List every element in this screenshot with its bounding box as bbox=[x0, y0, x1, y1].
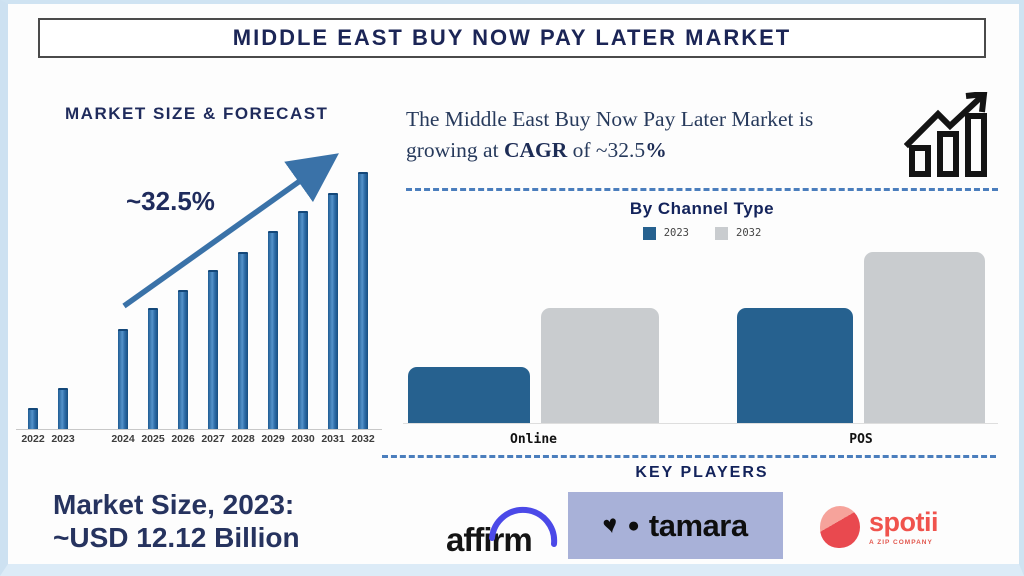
spotii-logo: spotii A ZIP COMPANY bbox=[820, 496, 960, 558]
intro-paragraph: The Middle East Buy Now Pay Later Market… bbox=[406, 104, 896, 165]
market-size-line2: ~USD 12.12 Billion bbox=[53, 522, 300, 554]
channel-bar-online-2032 bbox=[541, 308, 659, 423]
forecast-bar-slot: 2023 bbox=[48, 152, 78, 445]
channel-bar-pos-2023 bbox=[737, 308, 853, 423]
dashed-divider-bottom bbox=[382, 455, 996, 458]
forecast-bar-slot: 2022 bbox=[18, 152, 48, 445]
legend-swatch-2032 bbox=[715, 226, 728, 240]
forecast-bar-2029 bbox=[268, 231, 278, 429]
spotii-logo-text-block: spotii A ZIP COMPANY bbox=[869, 507, 939, 546]
forecast-cagr-label: ~32.5% bbox=[126, 186, 215, 216]
channel-bar-online-2023 bbox=[408, 367, 530, 423]
forecast-bar-2030 bbox=[298, 211, 308, 429]
forecast-bar-2032 bbox=[358, 172, 368, 429]
forecast-bar-slot: 2024 bbox=[108, 152, 138, 445]
forecast-bar-slot: 2025 bbox=[138, 152, 168, 445]
forecast-year-label: 2023 bbox=[51, 433, 75, 445]
forecast-bars: 2022 2023 2024 2025 2026 2027 2028 2029 2030 2031… bbox=[18, 152, 378, 445]
forecast-bar-slot: 2028 bbox=[228, 152, 258, 445]
channel-category-label-online: Online bbox=[510, 432, 557, 447]
channel-bar-pos-2032 bbox=[864, 252, 985, 423]
channel-category-label-pos: POS bbox=[849, 432, 873, 447]
legend-label-2023: 2023 bbox=[663, 227, 689, 239]
forecast-bar-2031 bbox=[328, 193, 338, 429]
legend-label-2032: 2032 bbox=[736, 227, 762, 239]
forecast-year-label: 2028 bbox=[231, 433, 255, 445]
growth-chart-icon bbox=[904, 92, 988, 177]
forecast-year-label: 2027 bbox=[201, 433, 225, 445]
tamara-logo-text: tamara bbox=[648, 507, 748, 543]
legend-item-2032: 2032 bbox=[715, 226, 762, 240]
market-size-callout: Market Size, 2023: ~USD 12.12 Billion bbox=[53, 488, 300, 554]
channel-chart: Online POS bbox=[403, 244, 998, 449]
market-size-line1: Market Size, 2023: bbox=[53, 489, 295, 520]
channel-chart-title: By Channel Type bbox=[629, 199, 775, 218]
forecast-section-heading: MARKET SIZE & FORECAST bbox=[65, 104, 329, 123]
forecast-year-label: 2022 bbox=[21, 433, 45, 445]
forecast-bar-slot: 2032 bbox=[348, 152, 378, 445]
forecast-bar-slot: 2029 bbox=[258, 152, 288, 445]
legend-swatch-2023 bbox=[642, 226, 656, 240]
forecast-gap-slot bbox=[78, 152, 108, 429]
spotii-tagline: A ZIP COMPANY bbox=[869, 538, 933, 546]
intro-line1: The Middle East Buy Now Pay Later Market… bbox=[406, 107, 814, 131]
forecast-bar-2024 bbox=[118, 329, 128, 429]
forecast-bar-slot: 2030 bbox=[288, 152, 318, 445]
forecast-bar-slot: 2031 bbox=[318, 152, 348, 445]
forecast-bar-2025 bbox=[148, 308, 158, 429]
forecast-bar-2023 bbox=[58, 388, 68, 429]
forecast-bar-2028 bbox=[238, 252, 248, 429]
dashed-divider-top bbox=[406, 188, 998, 191]
spotii-logo-text: spotii bbox=[869, 507, 939, 538]
key-players-heading: KEY PLAYERS bbox=[635, 464, 769, 481]
forecast-year-label: 2029 bbox=[261, 433, 285, 445]
page-title: MIDDLE EAST BUY NOW PAY LATER MARKET bbox=[232, 25, 792, 50]
spotii-s-mark-icon bbox=[820, 506, 860, 548]
channel-axis-line bbox=[403, 423, 998, 424]
forecast-year-label: 2024 bbox=[111, 433, 135, 445]
affirm-logo-text: affirm bbox=[446, 521, 533, 558]
legend-item-2023: 2023 bbox=[642, 226, 689, 240]
forecast-year-label: 2032 bbox=[351, 433, 375, 445]
forecast-year-label: 2026 bbox=[171, 433, 195, 445]
channel-chart-legend: 2023 2032 bbox=[406, 226, 998, 240]
intro-line2: growing at CAGR of ~32.5% bbox=[406, 137, 667, 162]
forecast-year-label: 2031 bbox=[321, 433, 345, 445]
affirm-logo: affirm bbox=[446, 502, 564, 556]
forecast-bar-2022 bbox=[28, 408, 38, 429]
forecast-bar-2026 bbox=[178, 290, 188, 429]
forecast-year-label: 2030 bbox=[291, 433, 315, 445]
forecast-year-label: 2025 bbox=[141, 433, 165, 445]
forecast-axis-line bbox=[16, 429, 382, 430]
title-banner: MIDDLE EAST BUY NOW PAY LATER MARKET bbox=[38, 18, 986, 58]
affirm-arc-icon bbox=[489, 506, 558, 547]
heart-icon: ♥ bbox=[600, 509, 621, 541]
dot-icon: ● bbox=[627, 514, 640, 537]
tamara-logo: ♥ ● tamara bbox=[568, 492, 783, 559]
forecast-bar-2027 bbox=[208, 270, 218, 429]
